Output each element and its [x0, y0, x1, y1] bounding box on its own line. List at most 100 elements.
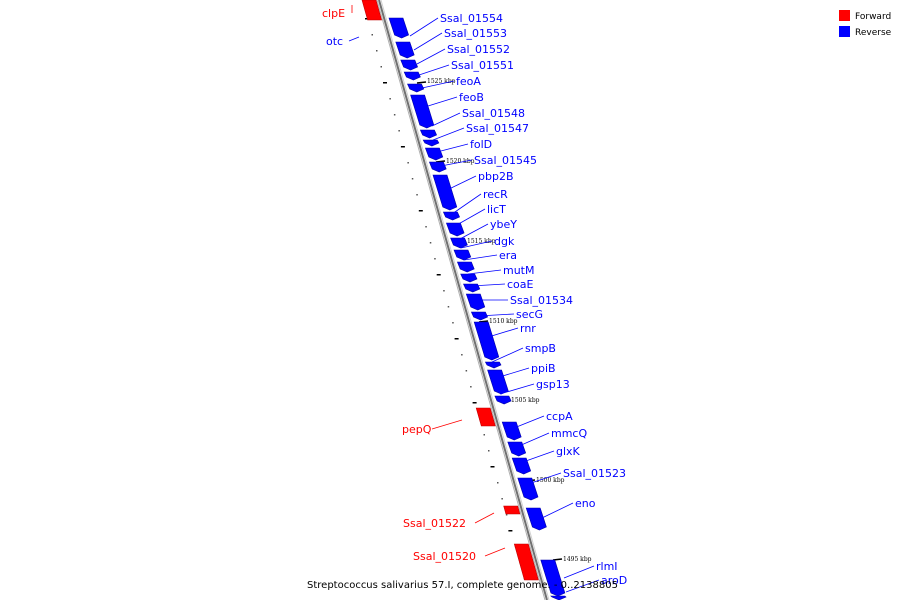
- gene-label[interactable]: mutM: [503, 264, 535, 277]
- gene-label[interactable]: Ssal_01548: [462, 107, 525, 120]
- gene-block[interactable]: [513, 543, 539, 581]
- gene-label[interactable]: feoA: [456, 75, 481, 88]
- gene-block[interactable]: [484, 361, 502, 369]
- gene-block[interactable]: [456, 261, 475, 273]
- gene-block[interactable]: [442, 211, 460, 221]
- gene-block[interactable]: [501, 421, 522, 441]
- gene-block[interactable]: [445, 222, 465, 237]
- gene-leader-line: [431, 419, 463, 430]
- scale-label: 1500 kbp: [536, 477, 565, 484]
- gene-block[interactable]: [511, 457, 532, 475]
- gene-block[interactable]: [422, 139, 440, 147]
- gene-label[interactable]: rnr: [520, 322, 536, 335]
- gene-label[interactable]: smpB: [525, 342, 556, 355]
- gene-leader-line: [348, 36, 360, 42]
- ruler-tick: [371, 34, 373, 36]
- gene-block[interactable]: [465, 293, 486, 311]
- gene-label[interactable]: era: [499, 249, 517, 262]
- gene-block[interactable]: [432, 174, 458, 211]
- gene-label[interactable]: pepQ: [402, 423, 432, 436]
- gene-label[interactable]: ppiB: [531, 362, 556, 375]
- gene-label[interactable]: rlmI: [596, 560, 618, 573]
- genome-caption: Streptococcus salivarius 57.I, complete …: [307, 580, 618, 591]
- ruler-tick: [400, 146, 405, 148]
- gene-label[interactable]: Ssal_01551: [451, 59, 514, 72]
- gene-label[interactable]: folD: [470, 138, 492, 151]
- ruler-tick: [389, 98, 391, 100]
- ruler-tick: [447, 306, 450, 308]
- gene-block[interactable]: [507, 441, 527, 457]
- gene-block[interactable]: [475, 407, 496, 427]
- gene-label[interactable]: ybeY: [490, 218, 517, 231]
- gene-block[interactable]: [503, 505, 521, 515]
- scale-label: 1525 kbp: [427, 78, 456, 85]
- scale-label: 1495 kbp: [563, 556, 592, 563]
- ruler-tick: [505, 514, 508, 516]
- gene-block[interactable]: [460, 273, 478, 283]
- gene-label[interactable]: recR: [483, 188, 508, 201]
- gene-block[interactable]: [410, 94, 435, 129]
- gene-features: [361, 0, 567, 600]
- scale-tick: [416, 81, 427, 84]
- gene-label[interactable]: Ssal_01545: [474, 154, 537, 167]
- gene-label[interactable]: coaE: [507, 278, 534, 291]
- legend: Forward Reverse: [839, 10, 892, 38]
- ruler-tick: [436, 274, 441, 276]
- gene-label[interactable]: mmcQ: [551, 427, 587, 440]
- gene-label[interactable]: Ssal_01554: [440, 12, 503, 25]
- gene-label[interactable]: Ssal_01523: [563, 467, 626, 480]
- gene-label[interactable]: Ssal_01534: [510, 294, 573, 307]
- gene-label[interactable]: gsp13: [536, 378, 570, 391]
- gene-block[interactable]: [517, 477, 539, 501]
- gene-label[interactable]: eno: [575, 497, 596, 510]
- gene-label[interactable]: pbp2B: [478, 170, 514, 183]
- gene-block[interactable]: [403, 71, 421, 81]
- gene-label[interactable]: clpE: [322, 7, 345, 20]
- gene-leader-line: [527, 472, 562, 485]
- gene-label[interactable]: Ssal_01520: [413, 550, 476, 563]
- gene-label[interactable]: licT: [487, 203, 506, 216]
- gene-block[interactable]: [395, 41, 415, 59]
- ruler-tick: [443, 290, 445, 292]
- gene-leader-line: [565, 579, 600, 593]
- gene-leader-line: [563, 565, 595, 579]
- gene-label[interactable]: Ssal_01553: [444, 27, 507, 40]
- gene-leader-line: [477, 313, 515, 317]
- gene-block[interactable]: [494, 395, 512, 405]
- ruler-tick: [411, 178, 414, 180]
- gene-leader-line: [454, 208, 486, 227]
- gene-block[interactable]: [463, 283, 481, 293]
- gene-leader-line: [418, 64, 450, 76]
- gene-block[interactable]: [361, 0, 382, 21]
- gene-label[interactable]: otc: [326, 35, 343, 48]
- gene-label[interactable]: secG: [516, 308, 543, 321]
- gene-block[interactable]: [525, 507, 547, 531]
- gene-block[interactable]: [473, 321, 500, 361]
- gene-label[interactable]: aroD: [601, 574, 627, 587]
- legend-reverse-label: Reverse: [855, 28, 892, 38]
- gene-block[interactable]: [550, 595, 567, 600]
- ruler-tick: [470, 386, 472, 388]
- gene-block[interactable]: [400, 59, 418, 71]
- gene-block[interactable]: [388, 17, 409, 39]
- gene-label[interactable]: Ssal_01522: [403, 517, 466, 530]
- gene-label[interactable]: glxK: [556, 445, 581, 458]
- ruler-tick: [393, 114, 396, 116]
- gene-label[interactable]: Ssal_01552: [447, 43, 510, 56]
- gene-label[interactable]: ccpA: [546, 410, 573, 423]
- gene-block[interactable]: [540, 559, 566, 597]
- gene-label[interactable]: dgk: [494, 235, 515, 248]
- gene-block[interactable]: [407, 83, 425, 93]
- ruler-tick: [416, 194, 418, 196]
- gene-block[interactable]: [424, 147, 444, 161]
- gene-block[interactable]: [419, 129, 437, 139]
- gene-block[interactable]: [428, 161, 447, 173]
- gene-leader-line: [451, 193, 482, 215]
- gene-block[interactable]: [453, 249, 472, 261]
- ruler-tick: [497, 482, 499, 484]
- gene-label[interactable]: Ssal_01547: [466, 122, 529, 135]
- gene-label[interactable]: feoB: [459, 91, 484, 104]
- gene-leader-line: [467, 269, 502, 275]
- gene-leader-line: [484, 327, 519, 339]
